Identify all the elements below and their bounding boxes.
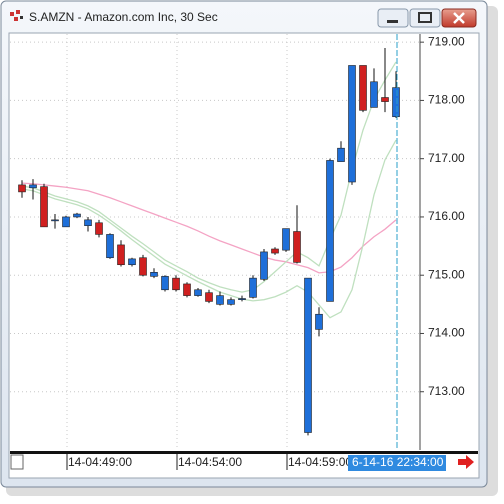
y-tick-label: 718.00 bbox=[428, 93, 465, 107]
candle-body bbox=[194, 289, 202, 296]
candle-body bbox=[392, 87, 400, 118]
maximize-button[interactable] bbox=[409, 8, 441, 28]
moving-average-line bbox=[21, 139, 397, 319]
candle-body bbox=[150, 271, 158, 277]
y-tick-label: 713.00 bbox=[428, 384, 465, 398]
candle-body bbox=[381, 97, 389, 102]
cursor-label: 6-14-16 22:34:00 bbox=[352, 455, 444, 469]
candle-body bbox=[227, 299, 235, 305]
cursor-label-bg bbox=[348, 455, 446, 471]
app-icon bbox=[10, 10, 23, 21]
candle-body bbox=[73, 213, 81, 218]
candle-body bbox=[337, 147, 345, 162]
x-tick-label: 14-04:54:00 bbox=[178, 455, 242, 469]
candle-body bbox=[183, 283, 191, 296]
candle-body bbox=[95, 222, 103, 235]
chart-area bbox=[8, 32, 480, 479]
y-tick-label: 717.00 bbox=[428, 151, 465, 165]
candle-body bbox=[62, 216, 70, 228]
scroll-box[interactable] bbox=[10, 454, 24, 470]
candle-body bbox=[359, 65, 367, 111]
candle-body bbox=[326, 160, 334, 302]
candle-body bbox=[172, 277, 180, 291]
candle-body bbox=[205, 292, 213, 302]
candle-body bbox=[117, 244, 125, 266]
candle-body bbox=[106, 234, 114, 259]
candle-body bbox=[18, 184, 26, 193]
candle-body bbox=[29, 184, 37, 189]
candle-body bbox=[315, 313, 323, 330]
candle-body bbox=[249, 277, 257, 298]
candle-body bbox=[161, 276, 169, 291]
window-title: S.AMZN - Amazon.com Inc, 30 Sec bbox=[29, 10, 218, 24]
x-axis-bar bbox=[10, 451, 478, 454]
candle-body bbox=[128, 258, 136, 266]
y-tick-label: 719.00 bbox=[428, 34, 465, 48]
x-tick-label: 14-04:49:00 bbox=[68, 455, 132, 469]
minimize-button[interactable] bbox=[377, 8, 409, 28]
candle-body bbox=[271, 248, 279, 254]
candle-body bbox=[139, 257, 147, 276]
candle-body bbox=[370, 81, 378, 108]
candle-body bbox=[260, 251, 268, 280]
y-tick-label: 714.00 bbox=[428, 326, 465, 340]
candle-body bbox=[282, 228, 290, 251]
y-tick-label: 715.00 bbox=[428, 267, 465, 281]
candle-body bbox=[348, 65, 356, 183]
candle-body bbox=[304, 277, 312, 433]
y-tick-label: 716.00 bbox=[428, 209, 465, 223]
close-button[interactable] bbox=[441, 8, 477, 28]
candle-body bbox=[51, 219, 59, 222]
candle-body bbox=[293, 231, 301, 263]
candle-body bbox=[216, 295, 224, 305]
scroll-arrow[interactable] bbox=[458, 455, 474, 469]
candle-body bbox=[84, 219, 92, 226]
x-tick-label: 14-04:59:00 bbox=[288, 455, 352, 469]
candle-body bbox=[40, 186, 48, 228]
candle-body bbox=[238, 298, 246, 300]
